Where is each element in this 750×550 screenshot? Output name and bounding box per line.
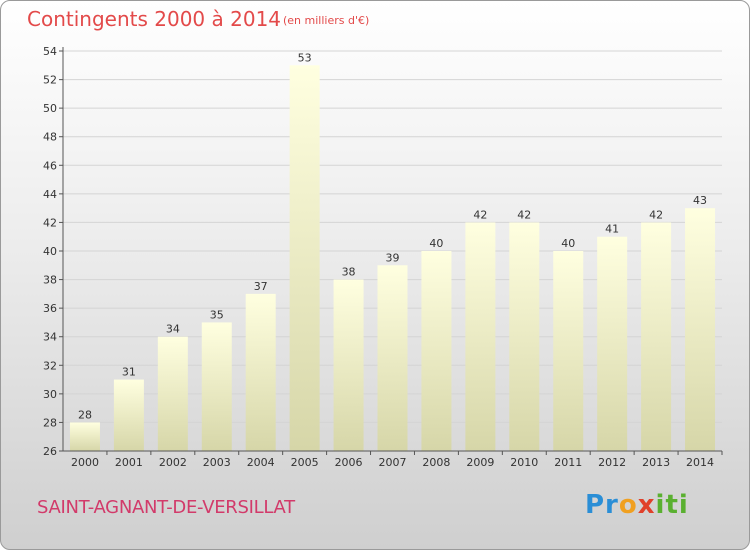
value-label: 38 bbox=[342, 266, 356, 279]
bar bbox=[157, 336, 188, 451]
logo-part: Pr bbox=[585, 490, 619, 520]
x-tick-label: 2002 bbox=[159, 456, 187, 469]
y-tick-label: 42 bbox=[43, 216, 57, 229]
bar bbox=[465, 222, 496, 451]
chart-title: Contingents 2000 à 2014 bbox=[27, 7, 282, 31]
y-tick-label: 36 bbox=[43, 302, 57, 315]
value-label: 42 bbox=[649, 208, 663, 221]
x-tick-label: 2005 bbox=[291, 456, 319, 469]
bar bbox=[245, 293, 276, 451]
x-tick-label: 2007 bbox=[379, 456, 407, 469]
x-tick-label: 2009 bbox=[466, 456, 494, 469]
x-tick-label: 2011 bbox=[554, 456, 582, 469]
y-tick-label: 38 bbox=[43, 274, 57, 287]
y-tick-label: 46 bbox=[43, 159, 57, 172]
axes bbox=[62, 47, 722, 452]
x-tick-label: 2004 bbox=[247, 456, 275, 469]
value-label: 41 bbox=[605, 223, 619, 236]
value-label: 34 bbox=[166, 323, 180, 336]
value-labels: 28 31 34 35 37 53 38 39 40 42 42 40 41 42 43 bbox=[78, 51, 707, 421]
bar bbox=[69, 422, 100, 451]
bar bbox=[685, 208, 716, 451]
bar bbox=[289, 65, 320, 452]
value-label: 39 bbox=[386, 251, 400, 264]
x-tick-labels: 2000 2001 2002 2003 2004 2005 2006 2007 2008 2009… bbox=[71, 451, 723, 469]
bar bbox=[509, 222, 540, 451]
value-label: 53 bbox=[298, 51, 312, 64]
y-tick-label: 26 bbox=[43, 445, 57, 458]
y-tick-label: 52 bbox=[43, 74, 57, 87]
x-tick-label: 2010 bbox=[510, 456, 538, 469]
bar bbox=[113, 379, 144, 451]
value-label: 28 bbox=[78, 408, 92, 421]
value-label: 40 bbox=[429, 237, 443, 250]
proxiti-logo: Proxiti bbox=[585, 490, 689, 520]
bar bbox=[377, 265, 408, 451]
y-tick-label: 32 bbox=[43, 359, 57, 372]
y-tick-label: 54 bbox=[43, 45, 57, 58]
logo-part: x bbox=[637, 490, 656, 520]
y-tick-label: 28 bbox=[43, 416, 57, 429]
x-tick-label: 2013 bbox=[642, 456, 670, 469]
logo-part: iti bbox=[655, 490, 689, 520]
y-tick-label: 48 bbox=[43, 131, 57, 144]
y-tick-label: 44 bbox=[43, 188, 57, 201]
y-tick-label: 30 bbox=[43, 388, 57, 401]
chart-subtitle: (en milliers d'€) bbox=[283, 14, 370, 27]
commune-name: SAINT-AGNANT-DE-VERSILLAT bbox=[37, 497, 295, 518]
value-label: 43 bbox=[693, 194, 707, 207]
y-tick-label: 34 bbox=[43, 331, 57, 344]
x-tick-label: 2006 bbox=[335, 456, 363, 469]
y-tick-label: 50 bbox=[43, 102, 57, 115]
x-tick-label: 2003 bbox=[203, 456, 231, 469]
x-tick-label: 2012 bbox=[598, 456, 626, 469]
x-tick-label: 2008 bbox=[422, 456, 450, 469]
x-tick-label: 2014 bbox=[686, 456, 714, 469]
value-label: 35 bbox=[210, 308, 224, 321]
bar bbox=[201, 322, 232, 451]
y-tick-label: 40 bbox=[43, 245, 57, 258]
bar bbox=[421, 251, 452, 451]
x-tick-label: 2000 bbox=[71, 456, 99, 469]
value-label: 42 bbox=[473, 208, 487, 221]
bar bbox=[553, 251, 584, 451]
x-tick-label: 2001 bbox=[115, 456, 143, 469]
value-label: 31 bbox=[122, 366, 136, 379]
value-label: 40 bbox=[561, 237, 575, 250]
bars bbox=[69, 65, 716, 452]
bar bbox=[597, 236, 628, 451]
value-label: 37 bbox=[254, 280, 268, 293]
value-label: 42 bbox=[517, 208, 531, 221]
bar bbox=[333, 279, 364, 451]
y-tick-labels: 26 28 30 32 34 36 38 40 42 44 46 48 50 52 54 bbox=[43, 45, 63, 458]
bar bbox=[641, 222, 672, 451]
logo-part: o bbox=[618, 490, 638, 520]
